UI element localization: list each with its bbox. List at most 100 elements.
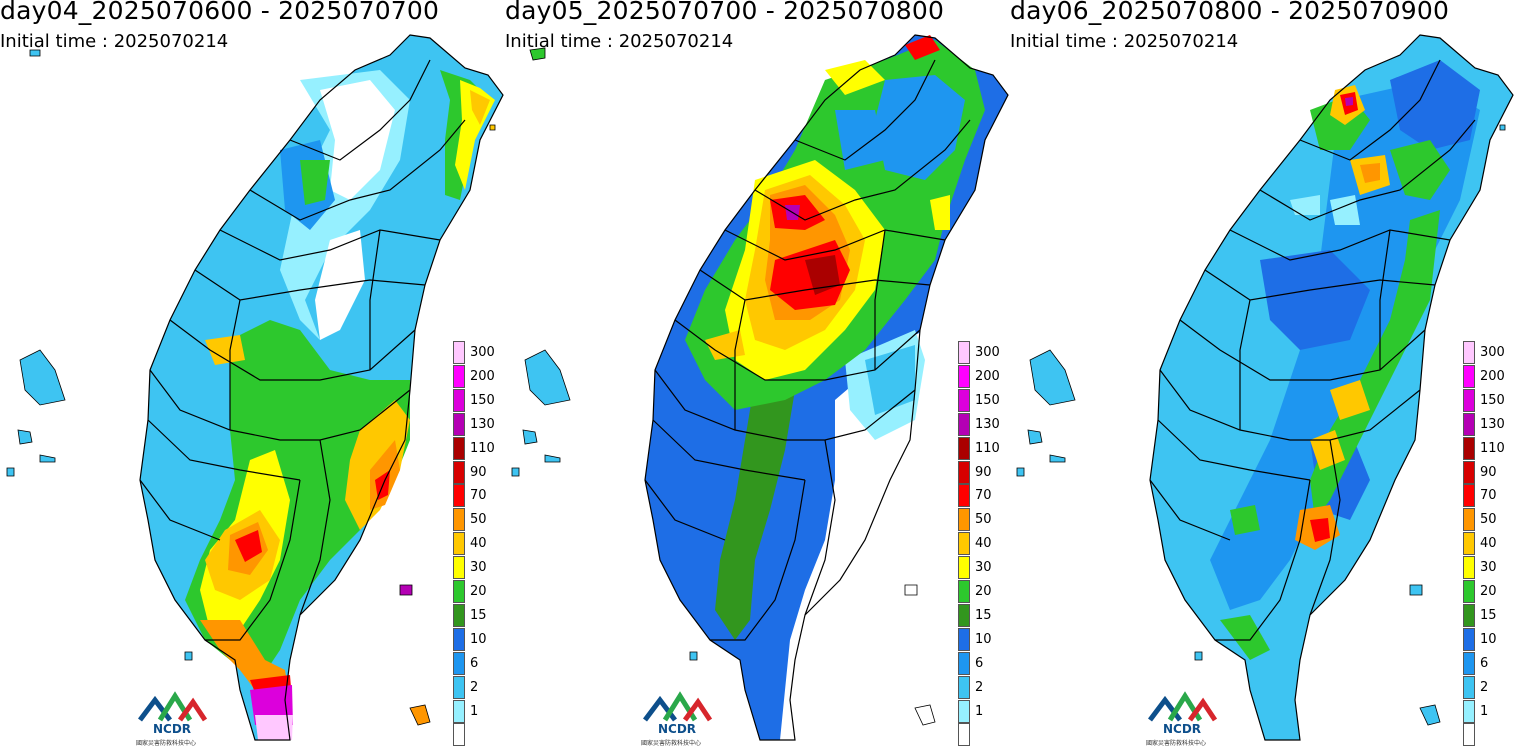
logo-text: NCDR	[153, 722, 192, 736]
legend-label: 15	[470, 607, 487, 623]
legend-swatch	[958, 675, 970, 699]
legend-label: 70	[975, 488, 992, 504]
legend-swatch	[958, 556, 970, 580]
initial-time: Initial time : 2025070214	[505, 31, 734, 52]
legend-swatch	[958, 508, 970, 532]
legend-swatch	[453, 580, 465, 603]
legend-label: 70	[1480, 488, 1497, 504]
legend-swatch	[453, 699, 465, 723]
legend-swatch	[453, 388, 465, 412]
legend-label: 30	[1480, 560, 1497, 576]
legend-label: 20	[470, 584, 487, 599]
legend-label: 2	[1480, 679, 1489, 695]
color-legend: 300 200 150 130 110 90 70 50 40 30 20 15 10 6 2 1	[958, 341, 1018, 747]
legend-label: 150	[1480, 392, 1505, 408]
outlying-islands	[511, 47, 936, 726]
legend-swatch-lowest	[453, 723, 465, 747]
panel-title: day05_2025070700 - 2025070800	[505, 0, 945, 25]
ncdr-logo: NCDR 國家災害防救科技中心	[640, 688, 715, 748]
legend-label: 15	[975, 607, 992, 623]
legend-label: 50	[1480, 512, 1497, 528]
legend-swatch	[1463, 388, 1475, 412]
legend-swatch	[1463, 341, 1475, 364]
rainfall-fill	[1150, 35, 1513, 740]
legend-label: 40	[975, 536, 992, 552]
legend-label: 2	[470, 679, 479, 695]
county-boundaries	[644, 34, 1009, 741]
legend-label: 110	[470, 440, 495, 456]
legend-swatch	[1463, 603, 1475, 627]
legend-swatch-lowest	[958, 723, 970, 747]
legend-swatch	[1463, 651, 1475, 675]
legend-label: 50	[975, 512, 992, 528]
ncdr-logo: NCDR 國家災害防救科技中心	[135, 688, 210, 748]
legend-swatch	[958, 460, 970, 484]
legend-label: 130	[975, 416, 1000, 432]
legend-swatch	[1463, 627, 1475, 651]
legend-label: 50	[470, 512, 487, 528]
legend-swatch	[958, 603, 970, 627]
legend-label: 40	[470, 536, 487, 552]
legend-label: 10	[975, 631, 992, 647]
legend-swatch	[1463, 699, 1475, 723]
legend-label: 6	[470, 655, 479, 671]
legend-label: 300	[975, 345, 1000, 360]
logo-icon	[138, 691, 208, 722]
legend-label: 20	[975, 584, 992, 599]
legend-label: 15	[1480, 607, 1497, 623]
rainfall-fill	[140, 35, 503, 740]
legend-label: 110	[975, 440, 1000, 456]
legend-swatch	[453, 341, 465, 364]
legend-label: 130	[1480, 416, 1505, 432]
legend-swatch	[453, 627, 465, 651]
taiwan-map-day05	[511, 34, 1009, 741]
logo-subtitle: 國家災害防救科技中心	[1146, 740, 1207, 747]
legend-swatch	[1463, 364, 1475, 388]
map-panel-day05: day05_2025070700 - 2025070800 Initial ti…	[505, 0, 1010, 749]
legend-swatch	[453, 508, 465, 532]
legend-label: 30	[470, 560, 487, 576]
legend-label: 2	[975, 679, 984, 695]
rainfall-fill	[645, 35, 1008, 740]
legend-swatch	[453, 484, 465, 508]
logo-subtitle: 國家災害防救科技中心	[641, 740, 702, 747]
legend-label: 6	[1480, 655, 1489, 671]
initial-time: Initial time : 2025070214	[0, 31, 229, 52]
legend-label: 150	[975, 392, 1000, 408]
logo-text: NCDR	[1163, 722, 1202, 736]
legend-swatch	[1463, 412, 1475, 436]
legend-swatch	[958, 484, 970, 508]
legend-label: 90	[1480, 464, 1497, 480]
legend-label: 200	[975, 368, 1000, 384]
legend-swatch	[1463, 484, 1475, 508]
legend-label: 30	[975, 560, 992, 576]
logo-icon	[643, 691, 713, 722]
legend-swatch	[1463, 532, 1475, 556]
legend-swatch	[958, 436, 970, 460]
legend-swatch	[1463, 508, 1475, 532]
legend-label: 10	[1480, 631, 1497, 647]
legend-label: 90	[975, 464, 992, 480]
county-boundaries	[1149, 34, 1514, 741]
legend-label: 150	[470, 392, 495, 408]
legend-label: 300	[1480, 345, 1505, 360]
legend-label: 200	[1480, 368, 1505, 384]
legend-swatch	[958, 627, 970, 651]
legend-swatch	[1463, 436, 1475, 460]
legend-swatch	[1463, 460, 1475, 484]
panel-title: day06_2025070800 - 2025070900	[1010, 0, 1450, 25]
legend-label: 200	[470, 368, 495, 384]
legend-swatch-lowest	[1463, 723, 1475, 747]
map-panel-day04: day04_2025070600 - 2025070700 Initial ti…	[0, 0, 505, 749]
initial-time: Initial time : 2025070214	[1010, 31, 1239, 52]
color-legend: 300 200 150 130 110 90 70 50 40 30 20 15 10 6 2 1	[1463, 341, 1515, 747]
legend-label: 300	[470, 345, 495, 360]
map-panel-day06: day06_2025070800 - 2025070900 Initial ti…	[1010, 0, 1515, 749]
legend-swatch	[453, 436, 465, 460]
legend-label: 110	[1480, 440, 1505, 456]
legend-label: 1	[975, 703, 984, 719]
legend-label: 130	[470, 416, 495, 432]
taiwan-map-day04	[6, 34, 504, 741]
logo-text: NCDR	[658, 722, 697, 736]
county-boundaries	[139, 34, 504, 741]
